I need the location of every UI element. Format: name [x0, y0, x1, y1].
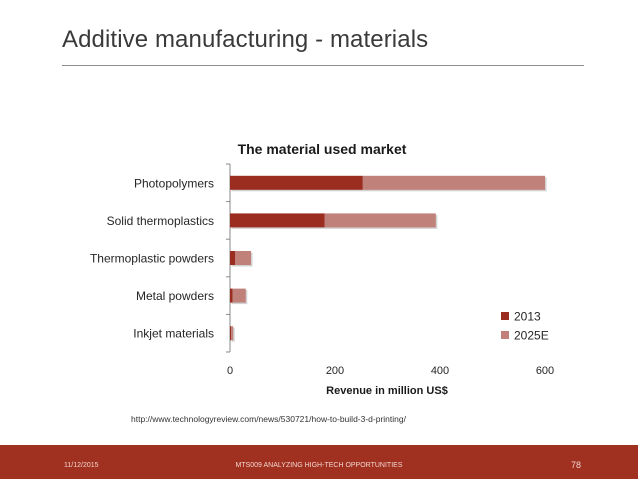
legend-label: 2013: [514, 310, 541, 324]
category-label: Thermoplastic powders: [90, 252, 214, 266]
bar-2013: [230, 326, 232, 341]
footer-course: MTS009 ANALYZING HIGH-TECH OPPORTUNITIES: [235, 462, 403, 469]
x-axis-label: Revenue in million US$: [326, 385, 448, 397]
bar-2013: [230, 213, 325, 228]
category-labels: Photopolymers Solid thermoplastics Thermop…: [90, 176, 214, 340]
chart-title: The material used market: [238, 141, 407, 157]
page-number: 78: [571, 460, 582, 470]
legend-label: 2025E: [514, 329, 549, 343]
footer-date: 11/12/2015: [64, 462, 99, 469]
category-label: Inkjet materials: [133, 327, 214, 341]
bar-2025e: [235, 251, 251, 265]
x-tick-label: 600: [536, 365, 554, 377]
bar-2013: [230, 251, 236, 265]
bar-2025e: [362, 175, 545, 190]
legend-swatch: [501, 331, 509, 339]
bar-2025e: [231, 326, 234, 341]
title-divider: [62, 65, 584, 66]
category-label: Photopolymers: [134, 176, 214, 190]
chart-legend: 2013 2025E: [501, 310, 549, 343]
bar-2025e: [324, 213, 436, 228]
slide-title: Additive manufacturing - materials: [62, 26, 429, 53]
category-label: Metal powders: [136, 289, 214, 303]
bar-2013: [230, 288, 233, 303]
x-tick-label: 400: [431, 365, 449, 377]
bar-shadow: [232, 327, 235, 342]
bars: [230, 175, 547, 342]
bar-2013: [230, 175, 363, 190]
source-link[interactable]: http://www.technologyreview.com/news/530…: [131, 414, 406, 424]
axis-ticks: [226, 163, 230, 353]
x-tick-label: 200: [326, 365, 344, 377]
category-label: Solid thermoplastics: [107, 214, 214, 228]
x-tick-labels: 0 200 400 600: [227, 365, 554, 377]
footer-bar: 11/12/2015 MTS009 ANALYZING HIGH-TECH OP…: [0, 445, 638, 479]
bar-2025e: [232, 288, 246, 303]
legend-swatch: [501, 312, 509, 320]
x-tick-label: 0: [227, 365, 233, 377]
